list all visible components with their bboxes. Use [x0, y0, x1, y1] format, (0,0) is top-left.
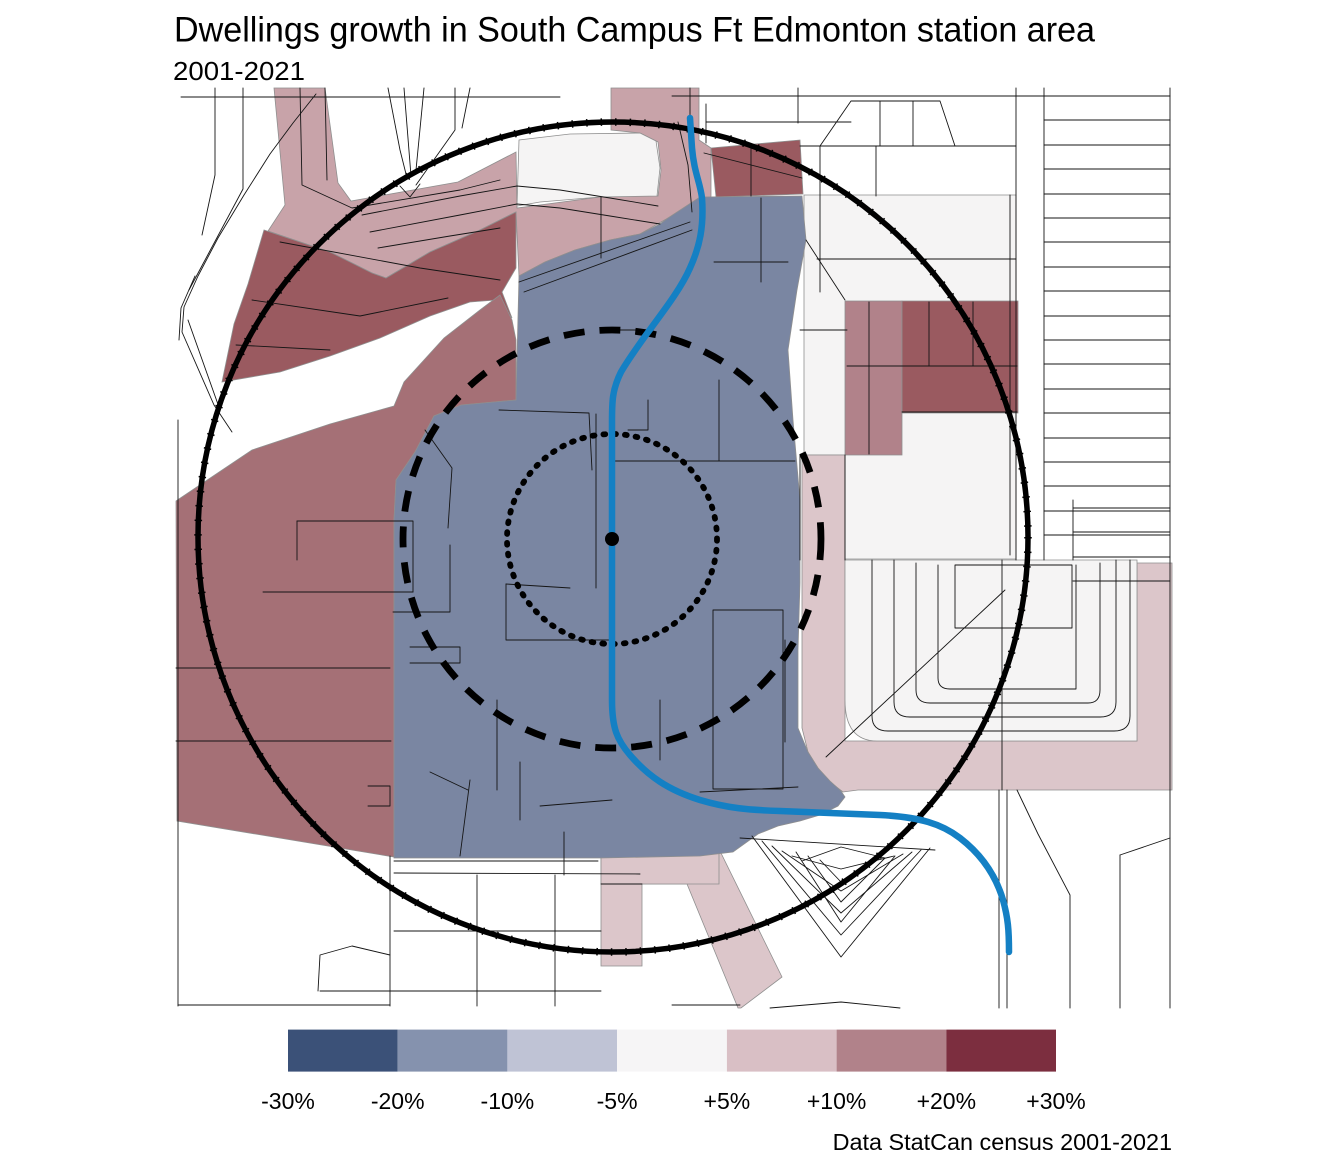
svg-text:+10%: +10%: [807, 1088, 866, 1114]
svg-text:+5%: +5%: [704, 1088, 751, 1114]
svg-text:Dwellings growth in South Camp: Dwellings growth in South Campus Ft Edmo…: [174, 11, 1096, 50]
svg-text:Data StatCan census 2001-2021: Data StatCan census 2001-2021: [833, 1129, 1172, 1152]
svg-text:2001-2021: 2001-2021: [173, 56, 305, 86]
svg-text:-30%: -30%: [261, 1088, 315, 1114]
svg-text:+30%: +30%: [1026, 1088, 1085, 1114]
svg-text:-10%: -10%: [481, 1088, 535, 1114]
svg-text:+20%: +20%: [917, 1088, 976, 1114]
svg-text:-5%: -5%: [597, 1088, 638, 1114]
svg-text:-20%: -20%: [371, 1088, 425, 1114]
